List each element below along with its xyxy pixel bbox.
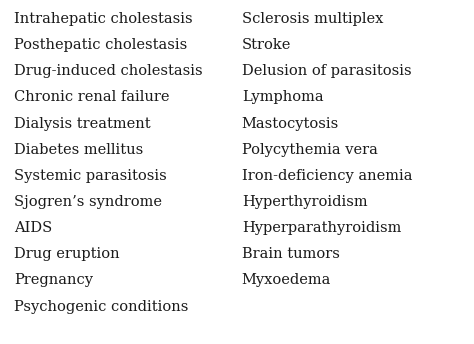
Text: Brain tumors: Brain tumors [242, 247, 339, 261]
Text: Drug eruption: Drug eruption [14, 247, 120, 261]
Text: Delusion of parasitosis: Delusion of parasitosis [242, 64, 411, 78]
Text: Mastocytosis: Mastocytosis [242, 117, 339, 131]
Text: Hyperparathyroidism: Hyperparathyroidism [242, 221, 401, 235]
Text: Intrahepatic cholestasis: Intrahepatic cholestasis [14, 12, 193, 26]
Text: Diabetes mellitus: Diabetes mellitus [14, 143, 144, 157]
Text: Drug-induced cholestasis: Drug-induced cholestasis [14, 64, 203, 78]
Text: Myxoedema: Myxoedema [242, 273, 331, 288]
Text: Chronic renal failure: Chronic renal failure [14, 90, 170, 105]
Text: Posthepatic cholestasis: Posthepatic cholestasis [14, 38, 188, 52]
Text: Psychogenic conditions: Psychogenic conditions [14, 300, 189, 314]
Text: Dialysis treatment: Dialysis treatment [14, 117, 151, 131]
Text: Systemic parasitosis: Systemic parasitosis [14, 169, 167, 183]
Text: Lymphoma: Lymphoma [242, 90, 323, 105]
Text: Sjogren’s syndrome: Sjogren’s syndrome [14, 195, 162, 209]
Text: AIDS: AIDS [14, 221, 53, 235]
Text: Sclerosis multiplex: Sclerosis multiplex [242, 12, 383, 26]
Text: Hyperthyroidism: Hyperthyroidism [242, 195, 367, 209]
Text: Stroke: Stroke [242, 38, 291, 52]
Text: Iron-deficiency anemia: Iron-deficiency anemia [242, 169, 412, 183]
Text: Polycythemia vera: Polycythemia vera [242, 143, 378, 157]
Text: Pregnancy: Pregnancy [14, 273, 93, 288]
